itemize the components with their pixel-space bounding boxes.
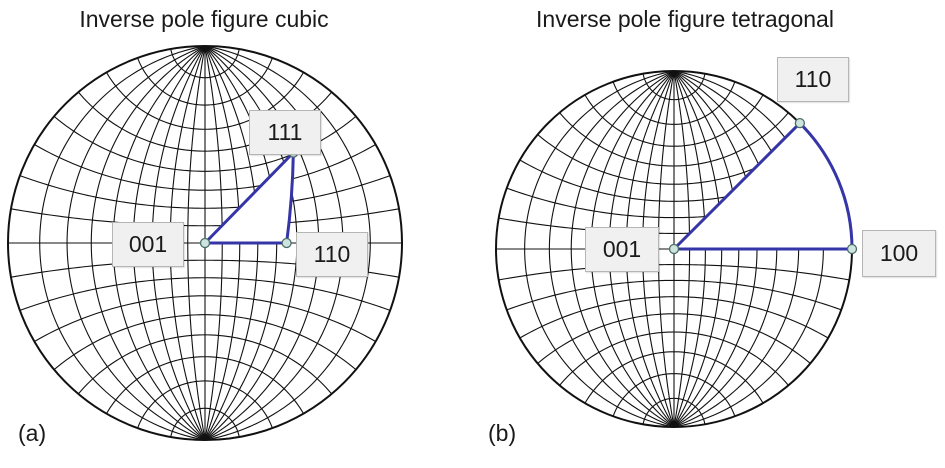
- latitude-line: [10, 208, 400, 227]
- latitude-line: [498, 264, 850, 281]
- panel-a-label-110: 110: [296, 232, 368, 277]
- panel-b-label-001: 001: [585, 227, 659, 272]
- primitive-circle: [7, 45, 403, 441]
- latitude-line: [506, 279, 842, 311]
- latitude-line: [559, 331, 789, 386]
- latitude-line: [559, 112, 789, 167]
- latitude-line: [519, 296, 829, 339]
- latitude-line: [170, 48, 240, 79]
- latitude-line: [612, 373, 736, 417]
- latitude-line: [137, 57, 273, 106]
- pole-marker: [794, 117, 806, 129]
- latitude-line: [642, 397, 706, 425]
- latitude-line: [34, 144, 376, 191]
- panel-a-label-111: 111: [249, 110, 321, 155]
- latitude-line: [106, 356, 304, 414]
- latitude-line: [584, 94, 764, 147]
- stereographic-triangle: [672, 121, 854, 251]
- latitude-line: [642, 73, 706, 101]
- latitude-line: [612, 81, 736, 125]
- panel-a-label-001: 001: [112, 222, 184, 267]
- latitude-line: [34, 295, 376, 342]
- latitude-line: [584, 351, 764, 404]
- pole-marker: [846, 243, 858, 255]
- latitude-line: [106, 72, 304, 130]
- panel-a-title: Inverse pole figure cubic: [79, 6, 329, 32]
- latitude-line: [19, 175, 391, 209]
- panel-b-label-100: 100: [862, 230, 936, 277]
- latitude-line: [77, 334, 333, 395]
- panel-b-title: Inverse pole figure tetragonal: [536, 6, 834, 32]
- latitude-line: [19, 277, 391, 311]
- pole-marker: [668, 243, 680, 255]
- latitude-line: [53, 314, 357, 371]
- latitude-line: [137, 380, 273, 429]
- latitude-line: [537, 313, 811, 364]
- panel-b-tag: (b): [488, 420, 517, 446]
- panel-a-tag: (a): [18, 420, 47, 446]
- pole-marker: [199, 237, 211, 249]
- panel-b-label-110: 110: [777, 57, 849, 102]
- latitude-line: [170, 407, 240, 438]
- pole-marker: [281, 237, 292, 249]
